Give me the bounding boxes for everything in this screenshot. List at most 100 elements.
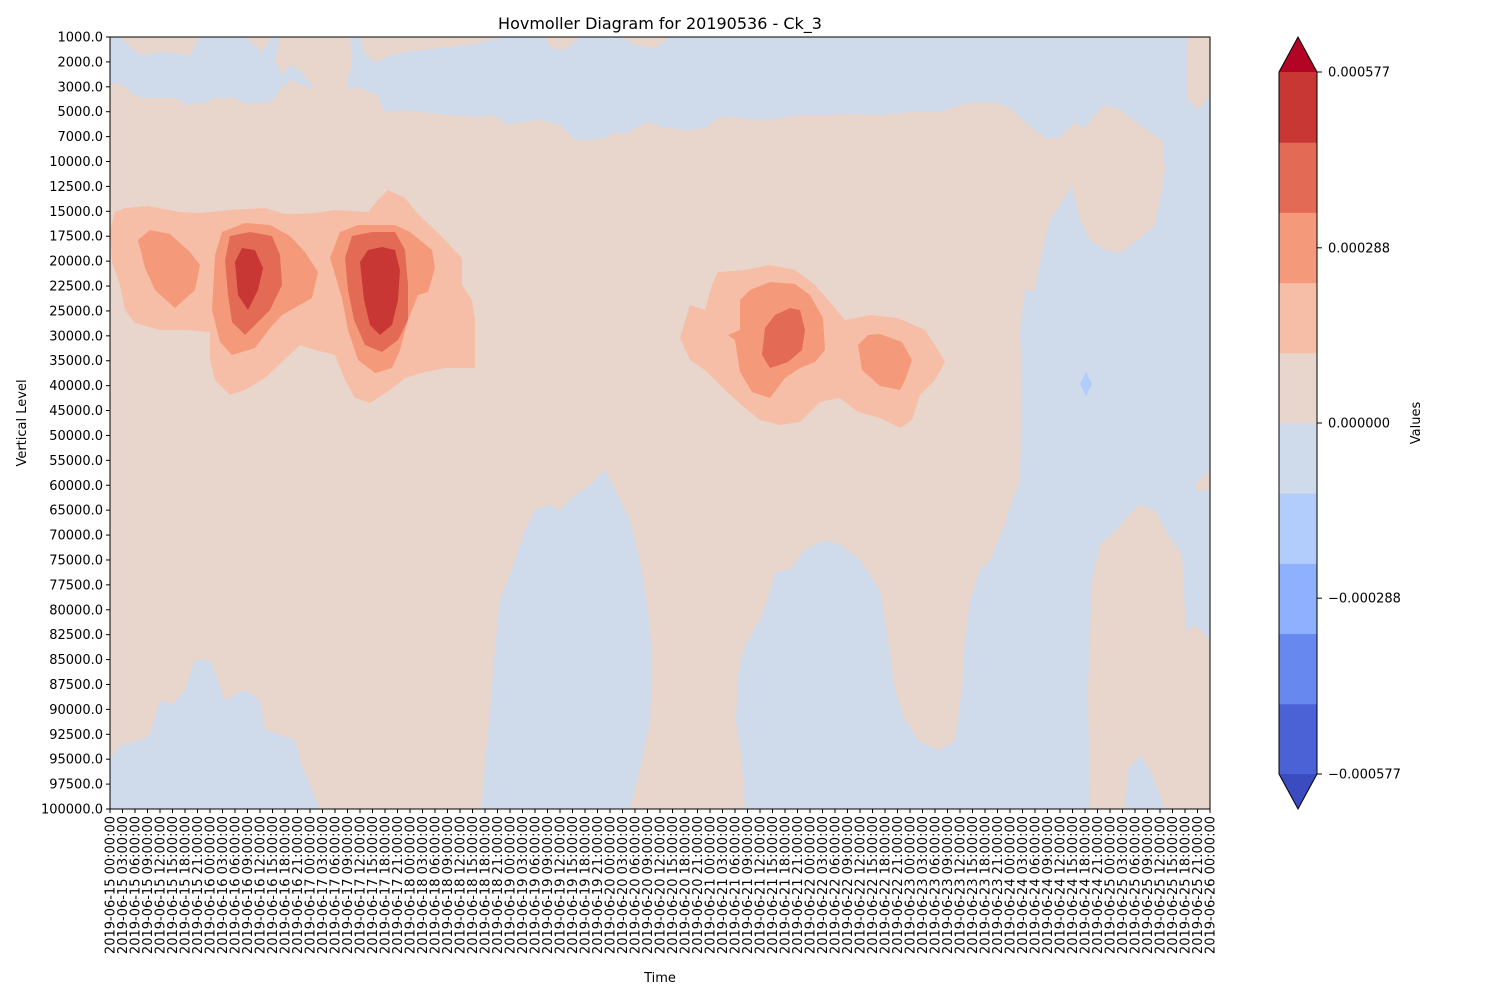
x-tick-label: 2019-06-25 09:00:00 xyxy=(1141,816,1156,954)
x-tick-label: 2019-06-20 06:00:00 xyxy=(629,816,644,954)
x-tick-label: 2019-06-23 21:00:00 xyxy=(991,816,1006,954)
y-tick-label: 100000.0 xyxy=(41,803,103,818)
y-tick-label: 90000.0 xyxy=(49,703,103,718)
y-tick-label: 30000.0 xyxy=(49,329,103,344)
x-tick-label: 2019-06-19 15:00:00 xyxy=(566,816,581,954)
y-tick-label: 2000.0 xyxy=(58,55,104,70)
x-tick-label: 2019-06-15 21:00:00 xyxy=(191,816,206,954)
x-tick-label: 2019-06-17 03:00:00 xyxy=(316,816,331,954)
x-tick-label: 2019-06-20 21:00:00 xyxy=(691,816,706,954)
x-tick-label: 2019-06-25 03:00:00 xyxy=(1116,816,1131,954)
x-tick-label: 2019-06-25 12:00:00 xyxy=(1154,816,1169,954)
weak-positive-top-mid xyxy=(360,37,505,62)
y-tick-label: 40000.0 xyxy=(49,379,103,394)
x-tick-label: 2019-06-21 09:00:00 xyxy=(741,816,756,954)
x-tick-label: 2019-06-18 18:00:00 xyxy=(479,816,494,954)
x-tick-label: 2019-06-23 03:00:00 xyxy=(916,816,931,954)
x-tick-label: 2019-06-20 15:00:00 xyxy=(666,816,681,954)
x-tick-label: 2019-06-15 03:00:00 xyxy=(116,816,131,954)
positive-band-2-e xyxy=(858,334,912,390)
colorbar-tick-label: 0.000000 xyxy=(1328,417,1390,432)
x-tick-label: 2019-06-22 12:00:00 xyxy=(854,816,869,954)
colorbar-segment xyxy=(1279,633,1317,705)
y-axis-label: Vertical Level xyxy=(15,379,30,466)
chart-title: Hovmoller Diagram for 20190536 - Ck_3 xyxy=(498,14,822,34)
x-tick-label: 2019-06-19 06:00:00 xyxy=(529,816,544,954)
x-tick-label: 2019-06-18 06:00:00 xyxy=(429,816,444,954)
colorbar-label: Values xyxy=(1409,402,1424,445)
x-tick-label: 2019-06-22 00:00:00 xyxy=(804,816,819,954)
x-tick-label: 2019-06-22 06:00:00 xyxy=(829,816,844,954)
x-tick-label: 2019-06-15 15:00:00 xyxy=(166,816,181,954)
x-tick-label: 2019-06-16 09:00:00 xyxy=(241,816,256,954)
x-tick-label: 2019-06-22 03:00:00 xyxy=(816,816,831,954)
weak-positive-top-right xyxy=(1188,37,1210,110)
colorbar-extend-min xyxy=(1279,774,1317,809)
colorbar-segment xyxy=(1279,423,1317,494)
y-tick-label: 3000.0 xyxy=(58,80,104,95)
x-tick-label: 2019-06-23 15:00:00 xyxy=(966,816,981,954)
colorbar-tick-label: 0.000288 xyxy=(1328,241,1390,256)
x-tick-label: 2019-06-19 18:00:00 xyxy=(579,816,594,954)
colorbar-tick-label: −0.000288 xyxy=(1328,592,1401,607)
colorbar-tick-label: 0.000577 xyxy=(1328,66,1390,81)
y-tick-label: 95000.0 xyxy=(49,753,103,768)
colorbar-segment xyxy=(1279,282,1317,354)
x-tick-label: 2019-06-15 18:00:00 xyxy=(179,816,194,954)
colorbar-segment xyxy=(1279,142,1317,213)
y-tick-label: 7000.0 xyxy=(58,130,104,145)
y-tick-label: 25000.0 xyxy=(49,304,103,319)
x-tick-label: 2019-06-16 12:00:00 xyxy=(254,816,269,954)
y-tick-label: 5000.0 xyxy=(58,105,104,120)
x-tick-label: 2019-06-24 00:00:00 xyxy=(1004,816,1019,954)
x-tick-label: 2019-06-21 18:00:00 xyxy=(779,816,794,954)
y-tick-label: 75000.0 xyxy=(49,553,103,568)
y-tick-label: 80000.0 xyxy=(49,603,103,618)
y-tick-label: 55000.0 xyxy=(49,454,103,469)
x-tick-label: 2019-06-18 09:00:00 xyxy=(441,816,456,954)
x-tick-label: 2019-06-16 21:00:00 xyxy=(291,816,306,954)
y-tick-label: 12500.0 xyxy=(49,180,103,195)
x-tick-label: 2019-06-24 12:00:00 xyxy=(1054,816,1069,954)
y-tick-label: 10000.0 xyxy=(49,155,103,170)
x-tick-label: 2019-06-18 21:00:00 xyxy=(491,816,506,954)
y-tick-label: 17500.0 xyxy=(49,230,103,245)
negative-spot xyxy=(1080,372,1092,396)
x-tick-label: 2019-06-18 00:00:00 xyxy=(404,816,419,954)
y-tick-label: 35000.0 xyxy=(49,354,103,369)
y-tick-label: 77500.0 xyxy=(49,578,103,593)
x-tick-label: 2019-06-17 06:00:00 xyxy=(329,816,344,954)
x-tick-label: 2019-06-23 00:00:00 xyxy=(904,816,919,954)
weak-positive-top-left2 xyxy=(245,37,272,52)
x-tick-label: 2019-06-20 18:00:00 xyxy=(679,816,694,954)
x-tick-label: 2019-06-21 12:00:00 xyxy=(754,816,769,954)
x-tick-label: 2019-06-24 06:00:00 xyxy=(1029,816,1044,954)
x-tick-label: 2019-06-21 21:00:00 xyxy=(791,816,806,954)
weak-positive-top-mid2 xyxy=(545,37,580,50)
colorbar-segment xyxy=(1279,352,1317,424)
x-tick-label: 2019-06-16 18:00:00 xyxy=(279,816,294,954)
colorbar-segment xyxy=(1279,563,1317,635)
x-tick-label: 2019-06-17 15:00:00 xyxy=(366,816,381,954)
x-tick-label: 2019-06-16 00:00:00 xyxy=(204,816,219,954)
y-tick-label: 22500.0 xyxy=(49,280,103,295)
positive-band-3-c xyxy=(762,308,805,368)
x-tick-label: 2019-06-22 21:00:00 xyxy=(891,816,906,954)
x-tick-label: 2019-06-17 12:00:00 xyxy=(354,816,369,954)
colorbar-segment xyxy=(1279,72,1317,143)
x-tick-label: 2019-06-21 00:00:00 xyxy=(704,816,719,954)
weak-positive-top-left xyxy=(120,37,200,55)
weak-positive-top-mid3 xyxy=(620,37,670,48)
x-tick-label: 2019-06-18 15:00:00 xyxy=(466,816,481,954)
x-tick-label: 2019-06-25 21:00:00 xyxy=(1191,816,1206,954)
x-tick-label: 2019-06-23 06:00:00 xyxy=(929,816,944,954)
x-tick-label: 2019-06-19 03:00:00 xyxy=(516,816,531,954)
x-tick-label: 2019-06-23 09:00:00 xyxy=(941,816,956,954)
y-tick-label: 65000.0 xyxy=(49,504,103,519)
y-tick-label: 87500.0 xyxy=(49,678,103,693)
x-tick-label: 2019-06-19 21:00:00 xyxy=(591,816,606,954)
x-axis-label: Time xyxy=(643,971,676,986)
x-tick-label: 2019-06-17 00:00:00 xyxy=(304,816,319,954)
x-tick-label: 2019-06-24 03:00:00 xyxy=(1016,816,1031,954)
